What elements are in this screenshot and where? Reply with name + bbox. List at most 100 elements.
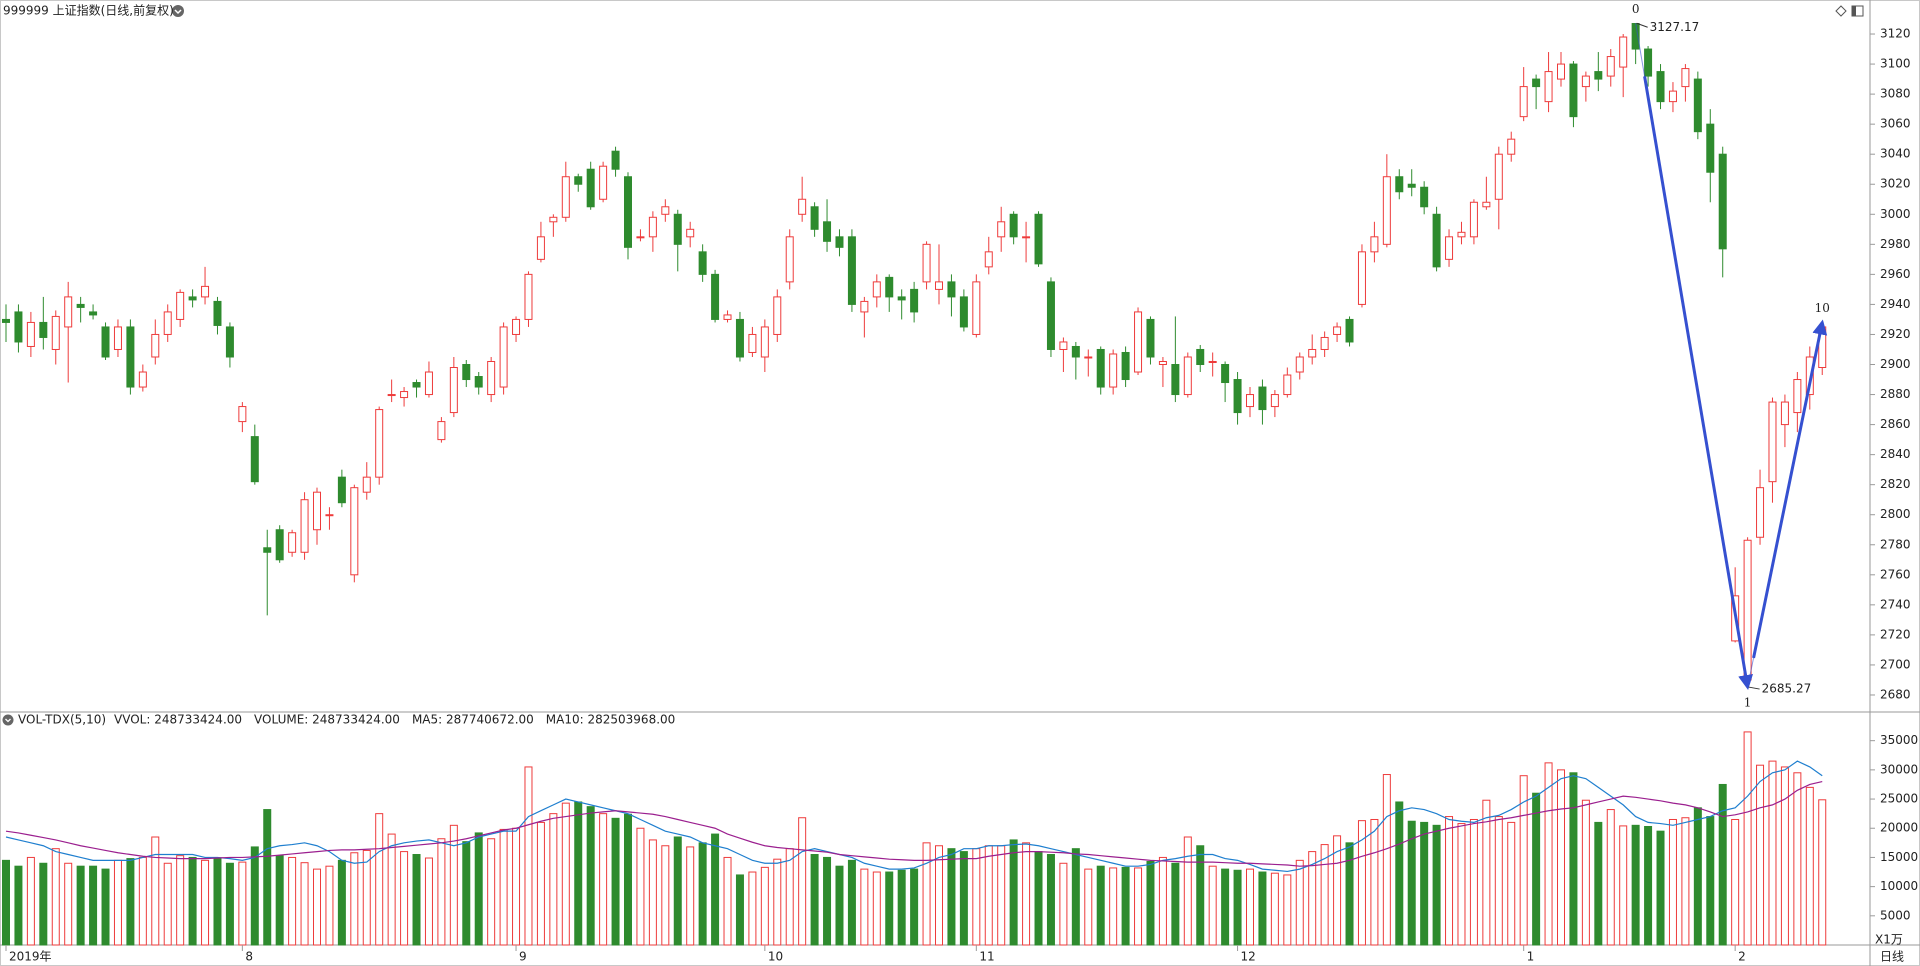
ma-line <box>5 760 1823 873</box>
candle-body <box>661 206 670 215</box>
y-tick-label: 10000 <box>1880 879 1918 893</box>
y-tick-label: 30000 <box>1880 762 1918 776</box>
candle-body <box>1171 364 1180 396</box>
candle-body <box>1034 213 1043 265</box>
volume-bar <box>810 854 819 946</box>
candle-body <box>1196 348 1205 366</box>
volume-bar <box>648 839 657 946</box>
price-leader <box>1636 22 1648 28</box>
volume-bar <box>1109 867 1118 946</box>
x-tick-label: 1 <box>1527 950 1535 964</box>
volume-bar <box>512 827 521 946</box>
volume-bar <box>561 802 570 946</box>
candle-body <box>997 221 1006 238</box>
volume-bar <box>350 852 359 946</box>
volume-bar <box>1270 872 1279 946</box>
y-tick-label: 2880 <box>1880 387 1911 401</box>
volume-bar <box>1507 821 1516 946</box>
volume-bar <box>1134 867 1143 946</box>
wave-label: 1 <box>1744 696 1752 710</box>
volume-bar <box>636 827 645 946</box>
candle-body <box>686 228 695 238</box>
candle-body <box>275 529 284 561</box>
candle-body <box>449 367 458 414</box>
volume-bar <box>897 869 906 946</box>
candle-body <box>1059 341 1068 350</box>
candle-body <box>524 273 533 320</box>
candle-body <box>1233 379 1242 414</box>
volume-bar <box>847 859 856 946</box>
candle-body <box>300 499 309 553</box>
y-tick-label: 3100 <box>1880 57 1911 71</box>
volume-bar <box>1731 818 1740 946</box>
volume-bar <box>126 858 135 946</box>
y-tick-label: 35000 <box>1880 733 1918 747</box>
volume-bar <box>1756 764 1765 946</box>
candle-body <box>126 326 135 388</box>
candle-body <box>1370 236 1379 253</box>
volume-bar <box>462 841 471 946</box>
candle-body <box>350 487 359 576</box>
candle-body <box>163 311 172 335</box>
volume-bar <box>922 842 931 946</box>
diamond-icon[interactable] <box>1835 5 1847 17</box>
candle-body <box>972 281 981 335</box>
volume-bar <box>1420 821 1429 946</box>
volume-bar <box>1581 799 1590 946</box>
volume-subtitle: VVOL: 248733424.00 <box>114 713 242 727</box>
volume-bar <box>1818 799 1827 946</box>
volume-bar <box>785 848 794 946</box>
candle-body <box>1258 386 1267 411</box>
volume-menu-icon[interactable] <box>2 714 14 726</box>
candle-body <box>536 236 545 260</box>
y-tick-label: 2680 <box>1880 687 1911 701</box>
volume-bar <box>860 868 869 946</box>
trend-arrow <box>1752 319 1828 659</box>
candle-body <box>1333 326 1342 335</box>
volume-bar <box>773 858 782 946</box>
legend-entry: VOLUME: 248733424.00 <box>254 713 400 727</box>
volume-bar <box>263 809 272 946</box>
price-leader <box>1748 686 1760 690</box>
volume-bar <box>1096 865 1105 946</box>
candle-body <box>1432 213 1441 268</box>
candle-body <box>113 326 122 350</box>
legend-entry: MA10: 282503968.00 <box>546 713 676 727</box>
y-tick-label: 5000 <box>1880 908 1911 922</box>
candle-body <box>1482 201 1491 208</box>
volume-bar <box>599 813 608 946</box>
volume-bar <box>1780 766 1789 946</box>
volume-bar <box>947 848 956 946</box>
menu-icon[interactable] <box>172 5 184 17</box>
volume-bar <box>437 838 446 946</box>
volume-bar <box>984 845 993 946</box>
candle-body <box>14 311 23 343</box>
y-tick-label: 2780 <box>1880 537 1911 551</box>
candle-body <box>1109 353 1118 388</box>
candle-body <box>1395 176 1404 193</box>
candle-body <box>1295 356 1304 373</box>
volume-bar <box>76 865 85 946</box>
volume-bar <box>1805 786 1814 946</box>
volume-bar <box>1034 851 1043 946</box>
volume-bar <box>872 871 881 946</box>
candle-body <box>76 303 85 308</box>
candle-body <box>424 371 433 396</box>
volume-bar <box>362 849 371 946</box>
volume-bar <box>424 857 433 946</box>
volume-bar <box>51 848 60 946</box>
y-unit: X1万 <box>1875 933 1903 947</box>
y-tick-label: 2720 <box>1880 627 1911 641</box>
volume-bar <box>574 801 583 946</box>
candle-body <box>1519 86 1528 118</box>
volume-bar <box>201 859 210 946</box>
candle-body <box>1270 394 1279 408</box>
y-tick-label: 3020 <box>1880 177 1911 191</box>
volume-bar <box>1345 842 1354 946</box>
candle-body <box>1382 176 1391 245</box>
volume-bar <box>1606 809 1615 946</box>
candle-body <box>1457 231 1466 238</box>
volume-bar <box>39 862 48 946</box>
candle-body <box>1308 348 1317 358</box>
candle-body <box>288 532 297 553</box>
